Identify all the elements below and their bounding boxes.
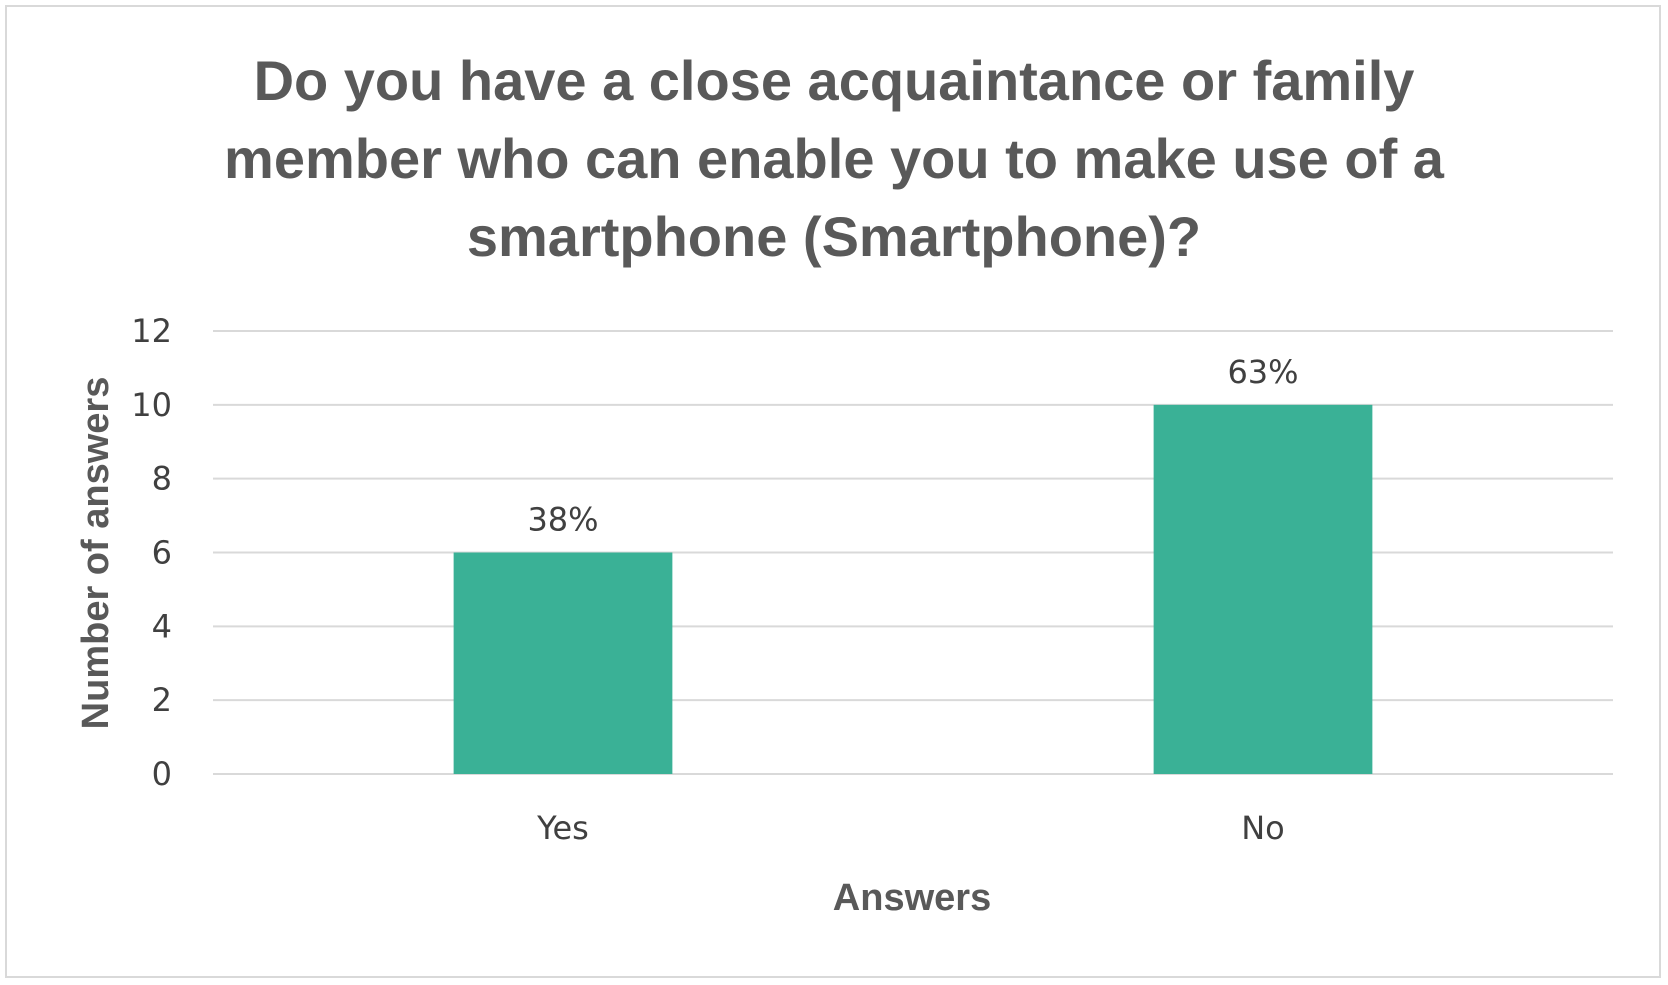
y-axis-title: Number of answers	[75, 377, 117, 730]
y-tick-label-12: 12	[131, 312, 172, 350]
gridlines	[213, 330, 1613, 775]
chart-frame	[5, 5, 1661, 978]
y-tick-label-6: 6	[152, 534, 172, 572]
chart-title-line-3: smartphone (Smartphone)?	[467, 205, 1201, 268]
x-category-label-no: No	[1241, 809, 1285, 847]
data-label-no: 63%	[1227, 353, 1298, 391]
x-axis-categories: Yes No	[536, 809, 1285, 847]
data-labels: 38% 63%	[527, 353, 1298, 539]
y-tick-label-2: 2	[152, 681, 172, 719]
bar-no	[1153, 404, 1373, 774]
data-label-yes: 38%	[527, 501, 598, 539]
y-axis-ticks: 0 2 4 6 8 10 12	[131, 312, 172, 793]
bars	[453, 404, 1373, 774]
bar-yes	[453, 552, 673, 774]
chart-title-line-2: member who can enable you to make use of…	[224, 127, 1445, 190]
x-category-label-yes: Yes	[536, 809, 589, 847]
y-tick-label-0: 0	[152, 755, 172, 793]
y-tick-label-4: 4	[152, 607, 172, 645]
y-tick-label-10: 10	[131, 386, 172, 424]
chart-title-line-1: Do you have a close acquaintance or fami…	[254, 49, 1415, 112]
y-tick-label-8: 8	[152, 460, 172, 498]
x-axis-title: Answers	[833, 877, 991, 919]
